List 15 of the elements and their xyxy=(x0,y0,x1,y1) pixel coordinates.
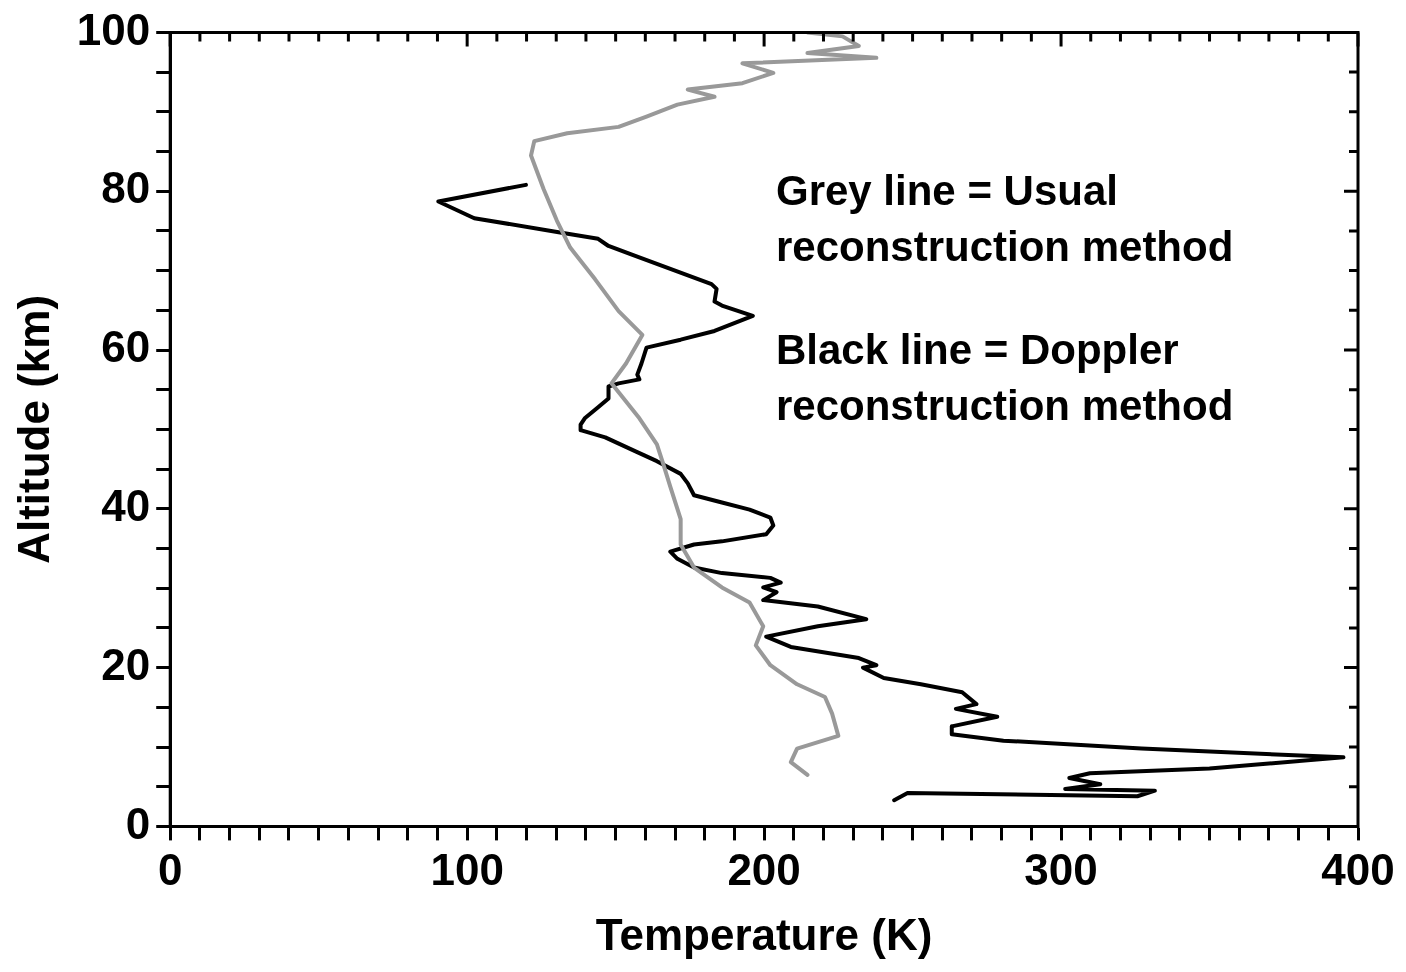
x-tick-label: 300 xyxy=(1024,844,1098,894)
x-tick-label: 200 xyxy=(727,844,801,894)
annotation: Black line = Doppler reconstruction method xyxy=(775,325,1235,432)
x-tick-label: 0 xyxy=(157,844,183,894)
y-axis-title: Altitude (km) xyxy=(8,294,58,564)
annotation: Grey line = Usual reconstruction method xyxy=(775,166,1235,273)
x-tick-label: 400 xyxy=(1321,844,1395,894)
y-tick-label: 20 xyxy=(101,639,151,689)
y-tick-label: 40 xyxy=(101,480,151,530)
x-tick-label: 100 xyxy=(430,844,504,894)
y-tick-label: 80 xyxy=(101,163,151,213)
y-tick-label: 100 xyxy=(76,4,151,54)
y-tick-label: 60 xyxy=(101,322,151,372)
y-tick-label: 0 xyxy=(125,798,151,848)
x-axis-title: Temperature (K) xyxy=(595,909,933,959)
